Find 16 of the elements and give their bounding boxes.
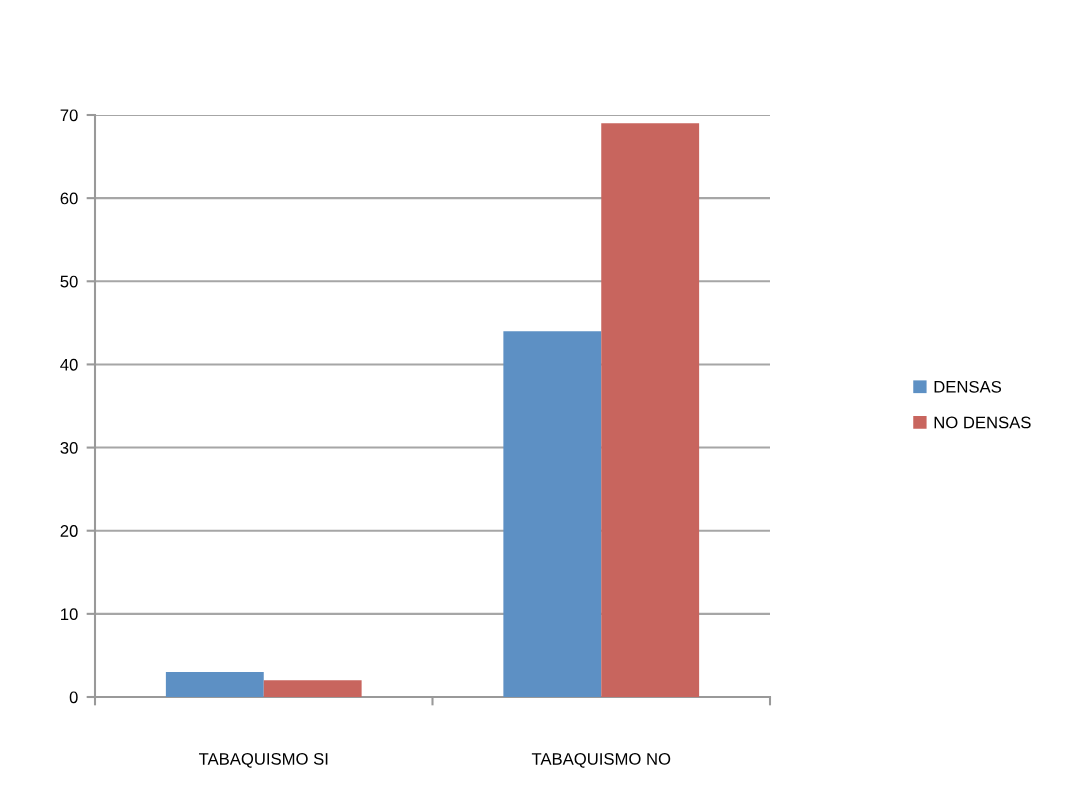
- bar: [601, 123, 700, 697]
- legend-label: DENSAS: [934, 380, 1002, 393]
- x-tick-label: TABAQUISMO SI: [198, 753, 328, 768]
- x-tick-label: TABAQUISMO NO: [531, 753, 671, 768]
- y-tick-label: 10: [61, 608, 78, 621]
- y-tick-label: 70: [60, 109, 78, 122]
- y-tick-label: 60: [60, 192, 78, 205]
- bar: [165, 672, 264, 697]
- legend-label: NO DENSAS: [934, 416, 1031, 429]
- y-tick-label: 30: [60, 441, 78, 454]
- bar: [263, 680, 362, 697]
- y-tick-label: 0: [69, 691, 78, 704]
- y-tick-label: 20: [60, 525, 78, 537]
- bar: [503, 331, 602, 697]
- y-tick-label: 40: [60, 358, 78, 371]
- y-tick-label: 50: [60, 275, 78, 288]
